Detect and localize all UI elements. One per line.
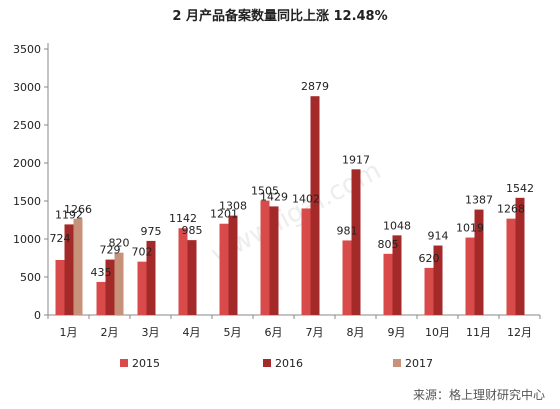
y-tick-label: 0 (34, 309, 41, 322)
data-label-2016: 975 (141, 225, 162, 238)
data-label-2015: 702 (132, 246, 153, 259)
y-tick-label: 3000 (13, 81, 41, 94)
x-tick-label: 7月 (306, 326, 324, 339)
data-label-2016: 1542 (506, 182, 534, 195)
x-tick-label: 12月 (507, 326, 532, 339)
source-note: 来源：格上理财研究中心 (413, 387, 545, 402)
bar-2016 (310, 96, 320, 315)
data-label-2016: 2879 (301, 80, 329, 93)
legend: 2015 2016 2017 (120, 357, 433, 370)
legend-swatch-2015 (120, 359, 128, 367)
bar-2015 (342, 240, 352, 315)
bar-2016 (351, 169, 361, 315)
bar-2016 (228, 215, 238, 315)
y-tick-label: 1000 (13, 233, 41, 246)
data-label-2015: 1402 (292, 192, 320, 205)
data-label-2015: 981 (337, 224, 358, 237)
bar-2017 (114, 252, 124, 315)
data-label-2015: 1201 (210, 208, 238, 221)
x-tick-label: 1月 (60, 326, 78, 339)
y-tick-label: 2500 (13, 119, 41, 132)
data-label-2015: 435 (91, 266, 112, 279)
data-label-2016: 985 (182, 224, 203, 237)
data-label-2015: 724 (50, 232, 71, 245)
y-tick-label: 500 (20, 271, 41, 284)
data-label-2016: 1048 (383, 219, 411, 232)
bar-2015 (178, 228, 188, 315)
legend-label-2016: 2016 (275, 357, 303, 370)
data-label-2015: 1019 (456, 222, 484, 235)
y-tick-label: 3500 (13, 43, 41, 56)
data-labels: 724 435 702 1142 1201 1505 1402 981 805 620 1019 12… (50, 80, 535, 279)
x-tick-label: 3月 (142, 326, 160, 339)
bar-2015 (55, 259, 65, 315)
data-label-2016: 1387 (465, 194, 493, 207)
bar-2015 (424, 267, 434, 315)
data-label-2015: 805 (378, 238, 399, 251)
bar-2015 (219, 223, 229, 315)
bar-2015 (301, 208, 311, 315)
bar-2016 (474, 209, 484, 315)
data-label-2015: 1505 (251, 185, 279, 198)
bar-2016 (64, 224, 74, 315)
x-tick-label: 10月 (425, 326, 450, 339)
data-label-2015: 1142 (169, 212, 197, 225)
x-tick-label: 11月 (466, 326, 491, 339)
bar-2016 (392, 235, 402, 315)
bar-2015 (506, 218, 516, 315)
legend-swatch-2017 (393, 359, 401, 367)
x-tick-label: 9月 (388, 326, 406, 339)
bar-2016 (105, 259, 115, 315)
x-tick-label: 5月 (224, 326, 242, 339)
data-label-2016: 1917 (342, 153, 370, 166)
legend-label-2017: 2017 (405, 357, 433, 370)
data-label-2016: 1308 (219, 200, 247, 213)
axes: 0 500 1000 1500 2000 2500 3000 3500 1月 2月 3月 4月 5月 6月… (13, 43, 541, 339)
data-label-2015: 1268 (497, 203, 525, 216)
data-label-2016: 1192 (55, 208, 83, 221)
bar-2015 (383, 253, 393, 315)
data-label-2016: 729 (100, 244, 121, 257)
chart-title: 2 月产品备案数量同比上涨 12.48% (172, 8, 387, 24)
data-label-2017: 820 (109, 237, 130, 250)
bar-2015 (260, 200, 270, 315)
bar-2016 (433, 245, 443, 315)
bar-2016 (146, 240, 156, 315)
y-tick-label: 2000 (13, 157, 41, 170)
x-tick-label: 8月 (347, 326, 365, 339)
legend-swatch-2016 (263, 359, 271, 367)
bar-2015 (465, 237, 475, 315)
bar-2015 (96, 281, 106, 315)
data-label-2015: 620 (419, 252, 440, 265)
x-tick-label: 4月 (183, 326, 201, 339)
x-tick-label: 2月 (101, 326, 119, 339)
bar-2017 (73, 218, 83, 315)
bar-2015 (137, 261, 147, 315)
x-tick-label: 6月 (265, 326, 283, 339)
legend-label-2015: 2015 (132, 357, 160, 370)
bars (55, 96, 525, 315)
data-label-2016: 914 (428, 230, 449, 243)
bar-2016 (269, 206, 279, 315)
bar-2016 (187, 240, 197, 315)
bar-2016 (515, 197, 525, 315)
data-label-2017: 1266 (64, 203, 92, 216)
y-tick-label: 1500 (13, 195, 41, 208)
data-label-2016: 1429 (260, 190, 288, 203)
